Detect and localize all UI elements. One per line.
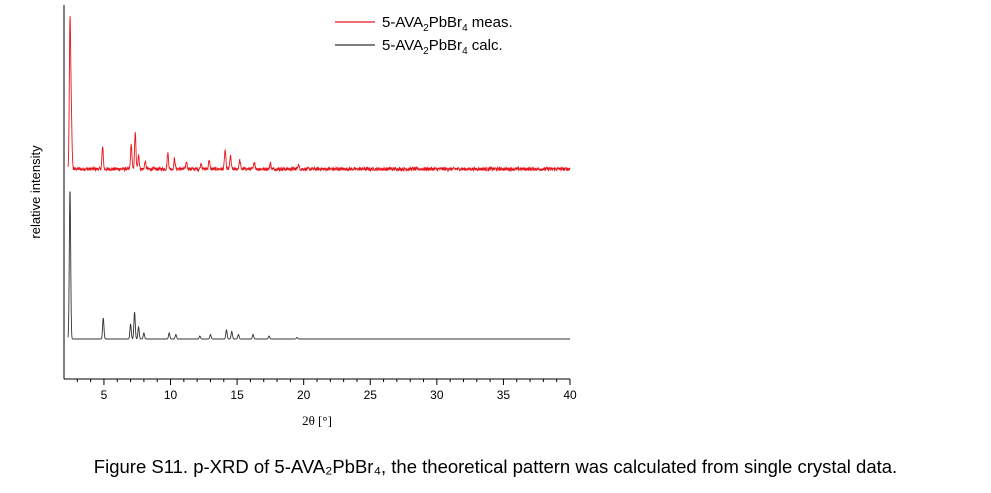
x-tick-label: 20 [297, 388, 311, 402]
x-tick-label: 15 [230, 388, 244, 402]
legend-meas-mid: PbBr [429, 14, 462, 31]
figure-caption: Figure S11. p-XRD of 5-AVA₂PbBr₄, the th… [93, 456, 898, 477]
x-axis-title: 2θ [°] [302, 413, 332, 428]
series-line-meas [67, 16, 571, 173]
chart-axes [63, 5, 570, 380]
x-axis-ticks: 5 10 15 20 25 30 35 40 [76, 379, 577, 402]
series-layer [67, 16, 571, 340]
legend-label-meas: 5-AVA2PbBr4 meas. [382, 14, 513, 34]
x-tick-label: 40 [563, 388, 577, 402]
legend-calc-tail: calc. [468, 37, 503, 54]
x-tick-label: 5 [101, 388, 108, 402]
legend-meas-tail: meas. [468, 14, 513, 31]
xrd-chart: 5 10 15 20 25 30 35 40 2θ [°] relative intensit… [28, 5, 577, 428]
series-line-calc [67, 191, 570, 340]
legend-label-calc: 5-AVA2PbBr4 calc. [382, 37, 503, 57]
legend: 5-AVA2PbBr4 meas. 5-AVA2PbBr4 calc. [335, 14, 513, 57]
legend-calc-sub2: 4 [462, 46, 468, 57]
legend-calc-main: 5-AVA [382, 37, 423, 54]
legend-meas-main: 5-AVA [382, 14, 423, 31]
legend-calc-sub1: 2 [423, 46, 429, 57]
x-tick-label: 35 [497, 388, 511, 402]
legend-meas-sub1: 2 [423, 23, 429, 34]
x-tick-label: 10 [164, 388, 178, 402]
x-tick-label: 25 [364, 388, 378, 402]
legend-calc-mid: PbBr [429, 37, 462, 54]
legend-meas-sub2: 4 [462, 23, 468, 34]
y-axis-title: relative intensity [28, 145, 43, 239]
x-tick-label: 30 [430, 388, 444, 402]
